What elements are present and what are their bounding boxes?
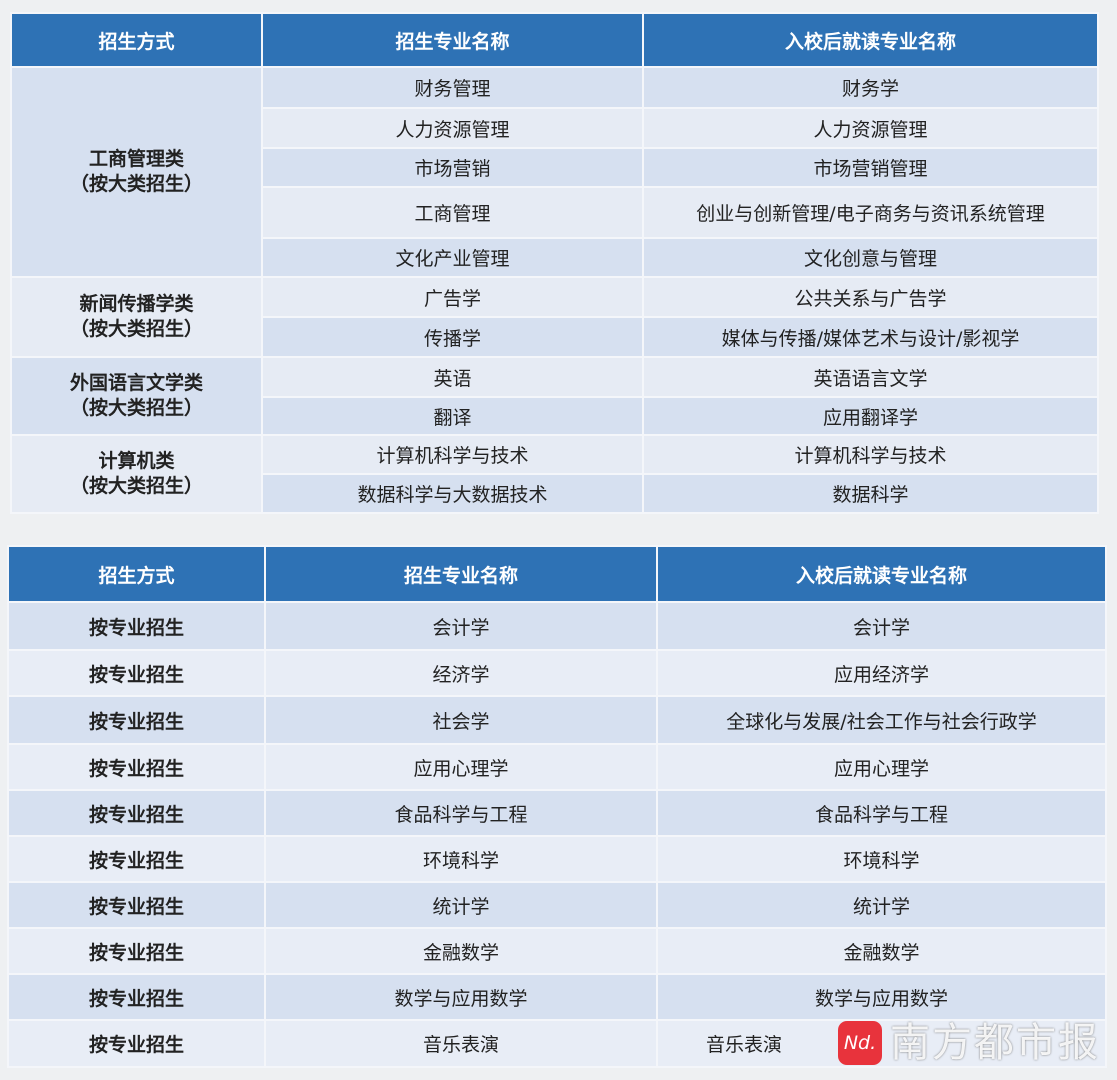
- table-row: 按专业招生 音乐表演 音乐表演: [7, 1019, 1107, 1068]
- table-row: 按专业招生 经济学 应用经济学: [7, 649, 1107, 697]
- table-row: 按专业招生 食品科学与工程 食品科学与工程: [7, 789, 1107, 837]
- table-row: 数据科学与大数据技术 数据科学: [11, 473, 1099, 514]
- group-note: （按大类招生）: [69, 318, 203, 340]
- major-name-cell: 翻译: [261, 396, 644, 436]
- major-name-cell: 社会学: [264, 695, 658, 745]
- header-major-name: 招生专业名称: [261, 12, 644, 68]
- table-row: 外国语言文学类 （按大类招生） 英语 英语语言文学: [10, 356, 1099, 436]
- major-name-cell: 传播学: [261, 316, 644, 358]
- major-name-cell: 数据科学与大数据技术: [261, 473, 644, 514]
- table-row: 人力资源管理 人力资源管理: [11, 107, 1099, 149]
- table-row: 按专业招生 环境科学 环境科学: [7, 835, 1107, 883]
- group-name: 外国语言文学类: [69, 372, 203, 394]
- group-name: 计算机类: [98, 450, 175, 472]
- admission-method-cell: 按专业招生: [7, 1019, 266, 1068]
- enrolled-major-cell: 财务学: [642, 66, 1099, 109]
- major-name-cell: 食品科学与工程: [264, 789, 658, 837]
- header-enrolled-major: 入校后就读专业名称: [656, 545, 1107, 603]
- group-name: 工商管理类: [88, 148, 184, 170]
- major-name-cell: 会计学: [264, 601, 658, 651]
- table-row: 按专业招生 金融数学 金融数学: [7, 927, 1107, 975]
- enrolled-major-cell: 会计学: [656, 601, 1107, 651]
- header-admission-method: 招生方式: [7, 545, 266, 603]
- major-name-cell: 金融数学: [264, 927, 658, 975]
- group-note: （按大类招生）: [69, 475, 203, 497]
- group-label: 计算机类 （按大类招生）: [10, 434, 263, 514]
- enrolled-major-cell: 食品科学与工程: [656, 789, 1107, 837]
- admission-method-cell: 按专业招生: [7, 973, 266, 1021]
- admission-method-cell: 按专业招生: [7, 601, 266, 651]
- admission-method-cell: 按专业招生: [7, 649, 266, 697]
- table-group-admission: 招生方式 招生专业名称 入校后就读专业名称 工商管理类 （按大类招生） 财务管理 财务…: [10, 12, 1099, 514]
- major-name-cell: 文化产业管理: [261, 237, 644, 278]
- table-row: 按专业招生 社会学 全球化与发展/社会工作与社会行政学: [7, 695, 1107, 745]
- watermark: Nd. 南方都市报: [838, 1021, 1100, 1065]
- enrolled-major-cell: 应用经济学: [656, 649, 1107, 697]
- table-row: 计算机类 （按大类招生） 计算机科学与技术 计算机科学与技术: [10, 434, 1099, 514]
- major-name-cell: 财务管理: [261, 66, 644, 109]
- watermark-text: 南方都市报: [890, 1020, 1100, 1066]
- major-name-cell: 统计学: [264, 881, 658, 929]
- enrolled-major-cell: 媒体与传播/媒体艺术与设计/影视学: [642, 316, 1099, 358]
- major-name-cell: 英语: [261, 356, 644, 398]
- table-row: 传播学 媒体与传播/媒体艺术与设计/影视学: [11, 316, 1099, 358]
- enrolled-major-cell: 环境科学: [656, 835, 1107, 883]
- table-row: 工商管理 创业与创新管理/电子商务与资讯系统管理: [11, 186, 1099, 239]
- major-name-cell: 计算机科学与技术: [261, 434, 644, 475]
- table-major-admission: 招生方式 招生专业名称 入校后就读专业名称 按专业招生 会计学 会计学 按专业招生 经济…: [7, 545, 1107, 1068]
- major-name-cell: 广告学: [261, 276, 644, 318]
- enrolled-major-cell: 公共关系与广告学: [642, 276, 1099, 318]
- admission-method-cell: 按专业招生: [7, 743, 266, 791]
- admission-method-cell: 按专业招生: [7, 835, 266, 883]
- enrolled-major-cell: 数据科学: [642, 473, 1099, 514]
- table-row: 按专业招生 应用心理学 应用心理学: [7, 743, 1107, 791]
- table-row: 翻译 应用翻译学: [11, 396, 1099, 436]
- enrolled-major-cell: 市场营销管理: [642, 147, 1099, 188]
- admission-method-cell: 按专业招生: [7, 881, 266, 929]
- group-note: （按大类招生）: [69, 397, 203, 419]
- major-name-cell: 音乐表演: [264, 1019, 658, 1068]
- major-name-cell: 经济学: [264, 649, 658, 697]
- enrolled-major-cell: 人力资源管理: [642, 107, 1099, 149]
- group-note: （按大类招生）: [69, 173, 203, 195]
- admission-method-cell: 按专业招生: [7, 695, 266, 745]
- group-label: 新闻传播学类 （按大类招生）: [10, 276, 263, 358]
- major-name-cell: 工商管理: [261, 186, 644, 239]
- major-name-cell: 人力资源管理: [261, 107, 644, 149]
- header-enrolled-major: 入校后就读专业名称: [642, 12, 1099, 68]
- table-row: 市场营销 市场营销管理: [11, 147, 1099, 188]
- group-label: 外国语言文学类 （按大类招生）: [10, 356, 263, 436]
- table-row: 文化产业管理 文化创意与管理: [11, 237, 1099, 278]
- header-major-name: 招生专业名称: [264, 545, 658, 603]
- group-label: 工商管理类 （按大类招生）: [10, 66, 263, 278]
- enrolled-major-cell: 文化创意与管理: [642, 237, 1099, 278]
- nd-logo-icon: Nd.: [838, 1021, 882, 1065]
- admission-method-cell: 按专业招生: [7, 927, 266, 975]
- enrolled-major-cell: 应用心理学: [656, 743, 1107, 791]
- group-name: 新闻传播学类: [79, 293, 194, 315]
- table-row: 新闻传播学类 （按大类招生） 广告学 公共关系与广告学: [10, 276, 1099, 358]
- major-name-cell: 环境科学: [264, 835, 658, 883]
- enrolled-major-cell: 应用翻译学: [642, 396, 1099, 436]
- enrolled-major-cell: 创业与创新管理/电子商务与资讯系统管理: [642, 186, 1099, 239]
- header-admission-method: 招生方式: [10, 12, 263, 68]
- enrolled-major-cell: 统计学: [656, 881, 1107, 929]
- major-name-cell: 数学与应用数学: [264, 973, 658, 1021]
- enrolled-major-cell: 数学与应用数学: [656, 973, 1107, 1021]
- table-row: 按专业招生 数学与应用数学 数学与应用数学: [7, 973, 1107, 1021]
- logo-text: Nd.: [843, 1032, 877, 1054]
- enrolled-major-cell: 计算机科学与技术: [642, 434, 1099, 475]
- major-name-cell: 应用心理学: [264, 743, 658, 791]
- admission-method-cell: 按专业招生: [7, 789, 266, 837]
- enrolled-major-cell: 全球化与发展/社会工作与社会行政学: [656, 695, 1107, 745]
- table-row: 按专业招生 会计学 会计学: [7, 601, 1107, 651]
- table-row: 按专业招生 统计学 统计学: [7, 881, 1107, 929]
- enrolled-major-cell: 金融数学: [656, 927, 1107, 975]
- table-row: 工商管理类 （按大类招生） 财务管理 财务学: [10, 66, 1099, 278]
- major-name-cell: 市场营销: [261, 147, 644, 188]
- enrolled-major-cell: 英语语言文学: [642, 356, 1099, 398]
